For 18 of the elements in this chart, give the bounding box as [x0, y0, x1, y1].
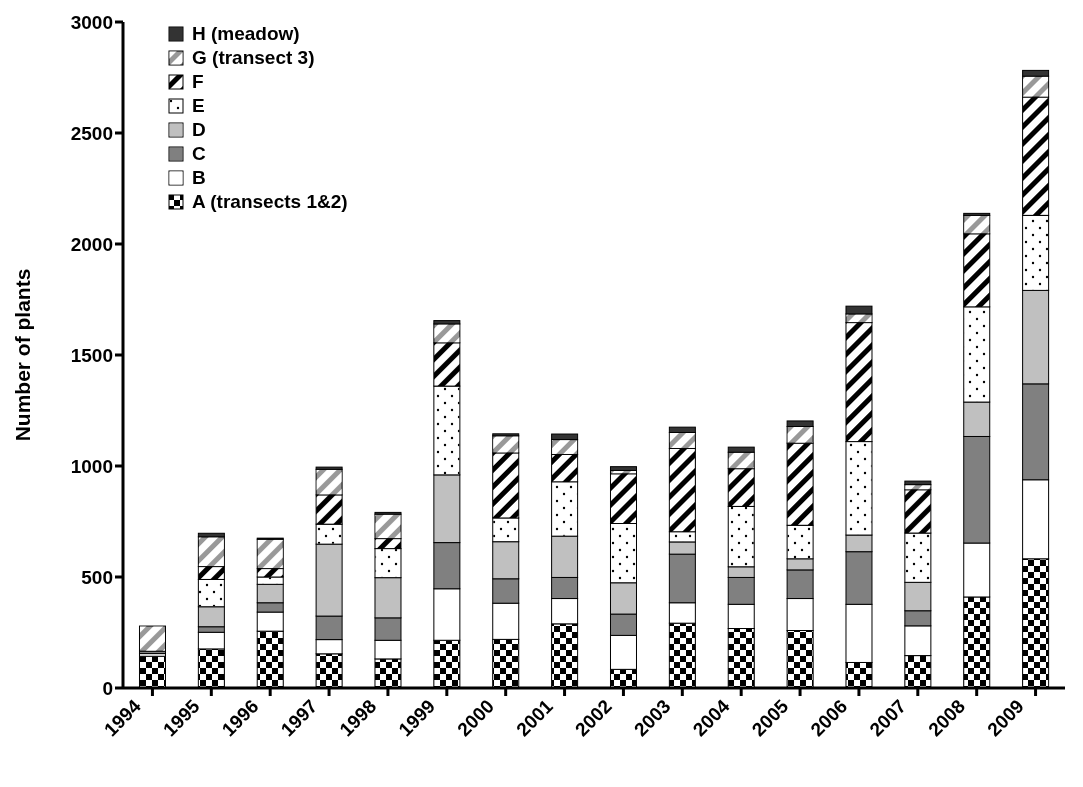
legend-label: H (meadow) [192, 23, 300, 45]
legend-label: E [192, 95, 205, 117]
legend-label: D [192, 119, 206, 141]
legend-label: C [192, 143, 206, 165]
legend-label: G (transect 3) [192, 47, 315, 69]
y-tick-label: 3000 [70, 11, 113, 33]
y-tick-label: 2000 [70, 233, 113, 255]
legend-label: F [192, 71, 204, 93]
bar [904, 480, 932, 486]
y-tick-label: 1500 [70, 344, 113, 366]
y-tick-label: 2500 [70, 122, 113, 144]
y-tick-label: 500 [81, 566, 113, 588]
legend-label: A (transects 1&2) [192, 191, 348, 213]
bar [609, 466, 637, 471]
y-tick-label: 1000 [70, 455, 113, 477]
legend-label: B [192, 167, 206, 189]
y-axis-title: Number of plants [11, 268, 35, 442]
y-tick-label: 0 [102, 677, 113, 699]
